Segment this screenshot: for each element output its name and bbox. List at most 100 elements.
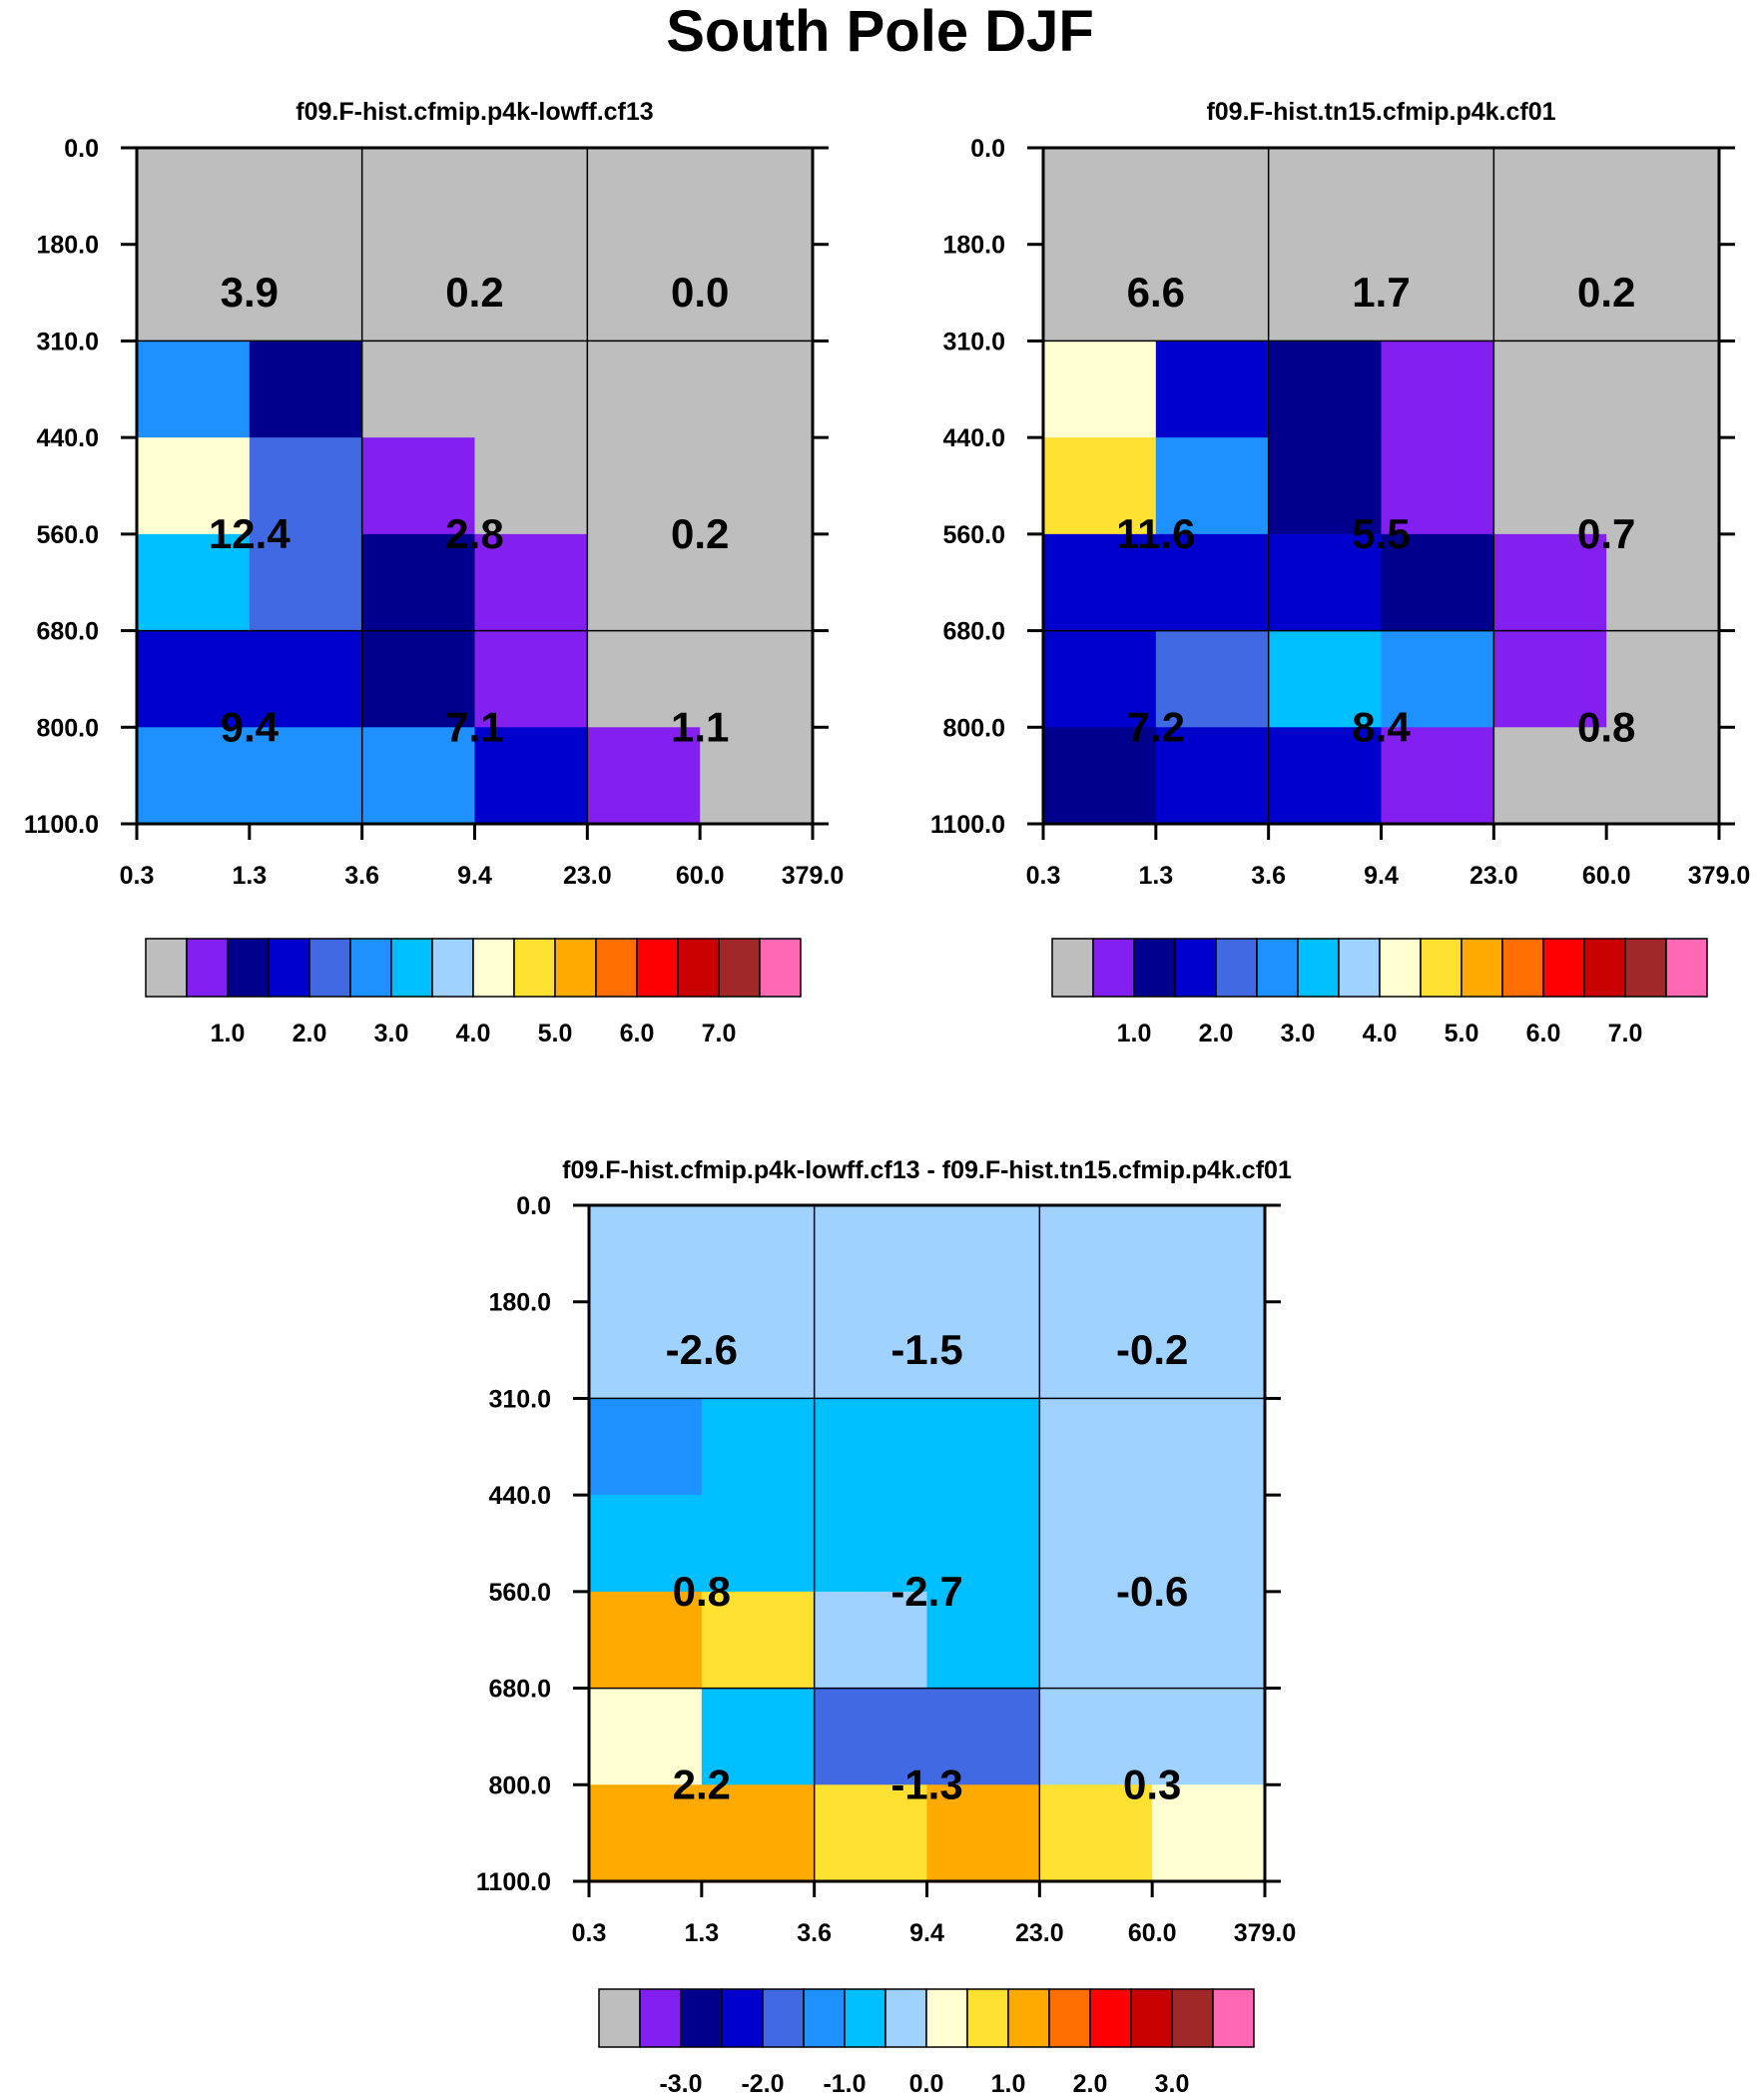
colorbar: -3.0 -2.0 -1.0 0.0 1.0 2.0 3.0 [598, 1988, 1255, 2098]
x-tick-label: 3.6 [797, 1919, 832, 1947]
heatmap-cell [1268, 630, 1383, 728]
heatmap-cell [361, 148, 476, 246]
cell-annotation: 0.3 [1123, 1760, 1181, 1807]
heatmap-cell [814, 1205, 928, 1303]
x-tick-label: 60.0 [1582, 862, 1631, 890]
colorbar-swatch [390, 938, 433, 998]
heatmap-cell [701, 1591, 816, 1690]
heatmap-cell [1039, 1688, 1153, 1785]
cell-annotation: 7.1 [445, 703, 503, 750]
heatmap-cell [589, 1398, 703, 1496]
heatmap-cell [1606, 437, 1720, 535]
colorbar-swatch [513, 938, 556, 998]
ticks [573, 1203, 1281, 1897]
x-tick-label: 23.0 [1015, 1919, 1064, 1947]
x-tick-label: 0.3 [120, 862, 155, 890]
heatmap-cell [474, 341, 588, 438]
colorbar: 1.0 2.0 3.0 4.0 5.0 6.0 7.0 [145, 938, 802, 1048]
heatmap-cell [249, 341, 363, 438]
cell-annotation: -2.7 [890, 1568, 962, 1615]
y-tick-label: 440.0 [488, 1482, 551, 1510]
colorbar-swatch [472, 938, 515, 998]
heatmap-cell [1268, 533, 1383, 632]
heatmap-cell [1606, 244, 1720, 343]
heatmap-cell [1039, 1205, 1153, 1303]
colorbar-swatch [1583, 938, 1626, 998]
y-tick-label: 180.0 [36, 232, 99, 260]
heatmap-cell [249, 630, 363, 728]
cell-annotation: 0.8 [673, 1568, 731, 1615]
heatmap-cell [814, 1591, 928, 1690]
heatmap-cell [1043, 437, 1157, 535]
colorbar-swatch [1174, 938, 1217, 998]
colorbar-swatch [1501, 938, 1544, 998]
colorbar-swatch [1420, 938, 1463, 998]
y-tick-label: 440.0 [36, 424, 99, 452]
colorbar-swatch [636, 938, 679, 998]
heatmap-cell [474, 437, 588, 535]
heatmap-cell [1152, 1398, 1266, 1496]
heatmap-cell [926, 1301, 1040, 1400]
y-tick-label: 0.0 [970, 135, 1005, 163]
heatmap-cell [1152, 1301, 1266, 1400]
panel-1: f09.F-hist.cfmip.p4k-lowff.cf13 0.0 180.0 3… [24, 98, 844, 1048]
heatmap-cell [1039, 1398, 1153, 1496]
heatmap-cell [474, 727, 588, 825]
heatmap-cell [700, 727, 814, 825]
heatmap-cell [587, 727, 701, 825]
colorbar-swatch [1379, 938, 1422, 998]
colorbar-label: 4.0 [1363, 1020, 1398, 1048]
colorbar-swatch [1542, 938, 1585, 998]
x-tick-label: 9.4 [1364, 862, 1399, 890]
colorbar-label: -2.0 [741, 2070, 784, 2098]
x-tick-label: 1.3 [684, 1919, 719, 1947]
heatmap-cell [587, 630, 701, 728]
colorbar-label: 6.0 [1526, 1020, 1561, 1048]
colorbar-swatch [1461, 938, 1503, 998]
heatmap-cell [1493, 727, 1607, 825]
heatmap-cell [1606, 630, 1720, 728]
heatmap-cell [361, 437, 476, 535]
colorbar-swatch [1130, 1988, 1173, 2048]
y-tick-label: 180.0 [488, 1289, 551, 1317]
x-tick-label: 379.0 [1234, 1919, 1297, 1947]
heatmap-cells [137, 148, 814, 825]
colorbar-label: 2.0 [1073, 2070, 1108, 2098]
heatmap-cells [1043, 148, 1720, 825]
colorbar-label: 5.0 [1445, 1020, 1479, 1048]
heatmap-cell [701, 1398, 816, 1496]
heatmap-cell [587, 533, 701, 632]
heatmap-cell [1268, 341, 1383, 438]
cell-annotation: 1.1 [671, 703, 729, 750]
heatmap-cell [1043, 341, 1157, 438]
colorbar-swatch [1665, 938, 1708, 998]
colorbar-label: 3.0 [374, 1020, 409, 1048]
ticks [1027, 146, 1735, 840]
x-tick-label: 60.0 [676, 862, 725, 890]
heatmap-cell [361, 244, 476, 343]
colorbar-label: 1.0 [1117, 1020, 1152, 1048]
heatmap-cell [587, 244, 701, 343]
heatmap-cell [137, 437, 251, 535]
heatmap-cell [814, 1301, 928, 1400]
colorbar-swatch [1215, 938, 1258, 998]
heatmap-cell [701, 1784, 816, 1882]
y-tick-label: 0.0 [516, 1192, 551, 1220]
colorbar-swatch [1048, 1988, 1091, 2048]
y-tick-label: 800.0 [488, 1771, 551, 1799]
heatmap-cell [1381, 437, 1494, 535]
colorbar-label: 1.0 [211, 1020, 246, 1048]
colorbar-swatch [308, 938, 351, 998]
cell-annotation: 3.9 [221, 269, 279, 316]
heatmap-cell [1039, 1591, 1153, 1690]
heatmap-cell [249, 727, 363, 825]
ticks [121, 146, 829, 840]
panel-title: f09.F-hist.tn15.cfmip.p4k.cf01 [1206, 98, 1555, 126]
heatmap-cell [926, 1205, 1040, 1303]
heatmap-cell [1268, 727, 1383, 825]
heatmap-cell [589, 1301, 703, 1400]
y-tick-label: 180.0 [942, 232, 1005, 260]
cell-annotation: -1.3 [890, 1760, 962, 1807]
heatmap-cell [1155, 630, 1270, 728]
cell-annotation: -1.5 [890, 1326, 962, 1373]
